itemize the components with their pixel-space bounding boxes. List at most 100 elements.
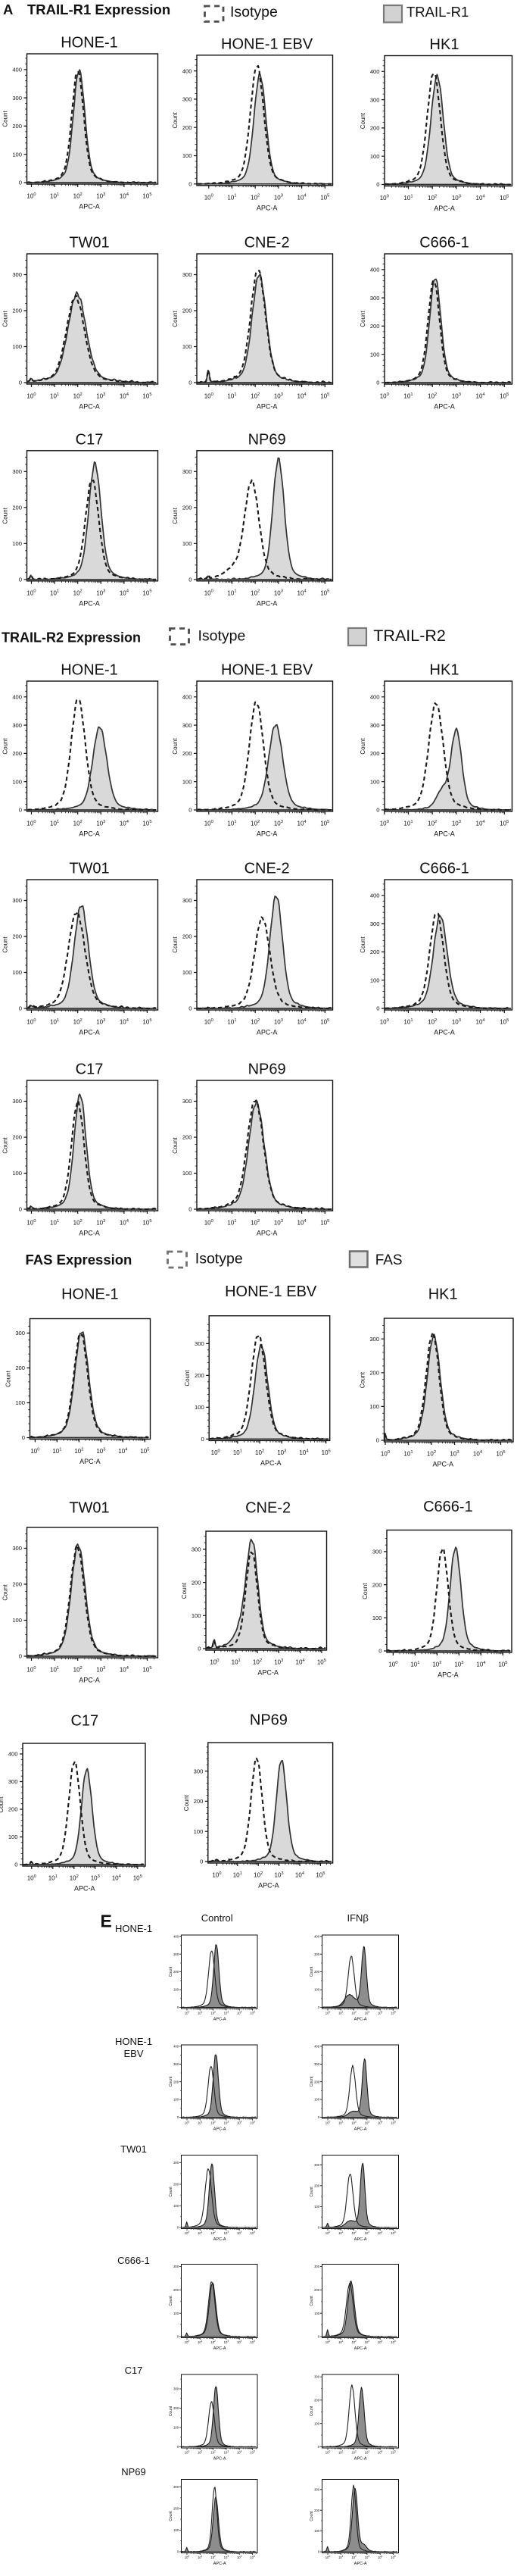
svg-text:0: 0 <box>188 380 192 386</box>
svg-text:300: 300 <box>182 271 192 278</box>
svg-text:103: 103 <box>274 820 283 827</box>
svg-text:400: 400 <box>314 2045 320 2049</box>
svg-text:101: 101 <box>50 1666 59 1674</box>
svg-text:103: 103 <box>224 2011 229 2015</box>
svg-text:100: 100 <box>185 2011 190 2015</box>
svg-text:Count: Count <box>172 936 179 953</box>
svg-text:101: 101 <box>232 1658 241 1666</box>
svg-text:102: 102 <box>210 2340 216 2344</box>
svg-text:200: 200 <box>194 1798 204 1805</box>
svg-text:102: 102 <box>432 1661 441 1668</box>
svg-text:0: 0 <box>177 2445 179 2449</box>
svg-text:101: 101 <box>50 589 59 597</box>
svg-text:APC-A: APC-A <box>79 403 100 411</box>
svg-text:102: 102 <box>351 2011 357 2015</box>
svg-text:APC-A: APC-A <box>257 599 278 607</box>
svg-text:APC-A: APC-A <box>260 1459 282 1467</box>
svg-text:APC-A: APC-A <box>354 2127 367 2132</box>
svg-text:104: 104 <box>378 2011 383 2015</box>
svg-text:103: 103 <box>96 820 105 827</box>
svg-text:105: 105 <box>391 2121 396 2125</box>
svg-text:101: 101 <box>338 2231 344 2235</box>
svg-text:105: 105 <box>250 2011 255 2015</box>
svg-text:101: 101 <box>233 1871 242 1879</box>
svg-text:104: 104 <box>120 192 129 200</box>
svg-text:300: 300 <box>12 722 22 729</box>
svg-text:APC-A: APC-A <box>79 1230 100 1237</box>
svg-text:103: 103 <box>274 1658 283 1666</box>
svg-text:200: 200 <box>12 1134 22 1141</box>
svg-text:105: 105 <box>140 1447 149 1455</box>
svg-text:200: 200 <box>173 2288 179 2292</box>
svg-text:TRAIL-R1: TRAIL-R1 <box>406 4 469 20</box>
svg-text:APC-A: APC-A <box>74 1885 95 1893</box>
svg-text:102: 102 <box>73 820 83 827</box>
svg-text:CNE-2: CNE-2 <box>244 861 290 877</box>
svg-text:101: 101 <box>338 2011 344 2015</box>
svg-text:103: 103 <box>224 2231 229 2235</box>
svg-text:100: 100 <box>380 392 389 400</box>
svg-text:103: 103 <box>275 1871 284 1879</box>
svg-text:APC-A: APC-A <box>79 599 100 607</box>
svg-text:102: 102 <box>210 2121 216 2125</box>
svg-text:102: 102 <box>73 1219 83 1227</box>
svg-text:102: 102 <box>351 2340 357 2344</box>
svg-text:101: 101 <box>403 1018 413 1026</box>
svg-text:103: 103 <box>365 2231 370 2235</box>
svg-text:101: 101 <box>50 1018 59 1026</box>
svg-text:103: 103 <box>96 589 105 597</box>
svg-text:101: 101 <box>233 1449 242 1456</box>
svg-text:105: 105 <box>142 1219 151 1227</box>
svg-text:102: 102 <box>210 2450 216 2455</box>
svg-text:APC-A: APC-A <box>434 1029 455 1036</box>
svg-text:103: 103 <box>274 589 283 597</box>
svg-text:100: 100 <box>15 1399 25 1406</box>
svg-text:101: 101 <box>338 2450 344 2455</box>
svg-text:100: 100 <box>12 1617 22 1624</box>
svg-text:104: 104 <box>297 1018 307 1026</box>
svg-text:300: 300 <box>182 897 192 904</box>
svg-text:200: 200 <box>173 2183 179 2187</box>
svg-text:400: 400 <box>314 1934 320 1938</box>
svg-text:105: 105 <box>391 2231 396 2235</box>
svg-text:Count: Count <box>360 936 366 953</box>
svg-text:105: 105 <box>320 1219 329 1227</box>
svg-text:Count: Count <box>172 311 179 327</box>
svg-text:Count: Count <box>360 1371 366 1388</box>
svg-text:300: 300 <box>314 2375 320 2379</box>
svg-text:Count: Count <box>360 311 366 327</box>
svg-text:300: 300 <box>12 1098 22 1105</box>
svg-text:105: 105 <box>391 2450 396 2455</box>
svg-text:105: 105 <box>500 194 509 202</box>
svg-text:104: 104 <box>297 392 307 400</box>
svg-text:Count: Count <box>2 111 9 127</box>
svg-text:Count: Count <box>169 2296 173 2306</box>
svg-text:400: 400 <box>182 694 192 701</box>
svg-text:400: 400 <box>8 1751 18 1758</box>
svg-text:TW01: TW01 <box>69 861 109 877</box>
svg-text:105: 105 <box>142 589 151 597</box>
svg-text:APC-A: APC-A <box>79 830 100 838</box>
svg-text:105: 105 <box>142 1018 151 1026</box>
svg-text:300: 300 <box>182 468 192 475</box>
svg-text:400: 400 <box>370 68 380 75</box>
svg-text:104: 104 <box>476 1018 486 1026</box>
svg-text:105: 105 <box>142 392 151 400</box>
svg-text:APC-A: APC-A <box>257 1669 279 1677</box>
svg-text:200: 200 <box>12 750 22 757</box>
svg-text:103: 103 <box>224 2121 229 2125</box>
svg-text:200: 200 <box>173 2080 179 2084</box>
svg-text:102: 102 <box>74 1447 83 1455</box>
svg-text:C17: C17 <box>125 2365 143 2376</box>
svg-text:0: 0 <box>198 1646 201 1652</box>
svg-text:300: 300 <box>314 2265 320 2268</box>
svg-text:103: 103 <box>365 2555 370 2559</box>
svg-text:103: 103 <box>96 1219 105 1227</box>
svg-text:200: 200 <box>369 1370 379 1377</box>
svg-text:300: 300 <box>314 2163 320 2167</box>
svg-text:Count: Count <box>169 2511 173 2521</box>
svg-text:APC-A: APC-A <box>257 204 278 211</box>
svg-text:100: 100 <box>173 2312 179 2315</box>
svg-text:104: 104 <box>476 1661 486 1668</box>
svg-text:HONE-1: HONE-1 <box>115 2036 152 2047</box>
